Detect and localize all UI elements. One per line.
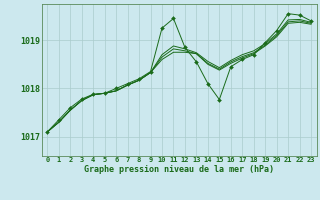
X-axis label: Graphe pression niveau de la mer (hPa): Graphe pression niveau de la mer (hPa): [84, 165, 274, 174]
